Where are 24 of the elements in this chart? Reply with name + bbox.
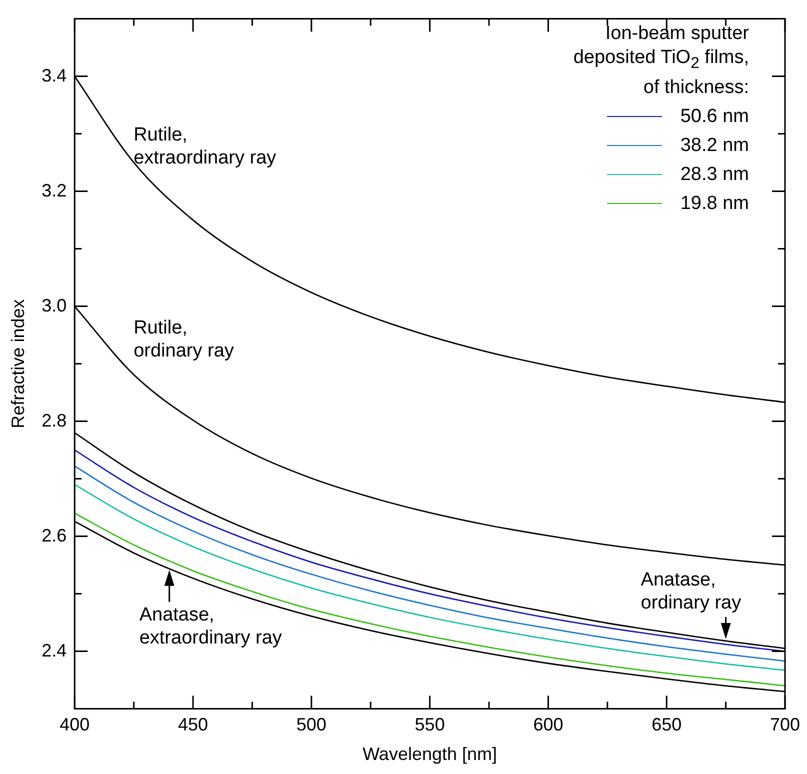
x-axis-title: Wavelength [nm] — [362, 744, 498, 764]
legend-label: 19.8 nm — [680, 192, 749, 216]
y-tick-label: 3.2 — [42, 180, 67, 200]
annotation: Rutile, ordinary ray — [134, 318, 234, 362]
x-tick-label: 650 — [652, 714, 682, 735]
legend-label: 28.3 nm — [680, 162, 749, 187]
legend-label: 50.6 nm — [680, 104, 749, 129]
annotation: Rutile, extraordinary ray — [134, 124, 277, 168]
x-tick-label: 450 — [178, 714, 208, 735]
y-tick-label: 3.4 — [42, 65, 67, 86]
y-tick-label: 2.6 — [42, 525, 67, 546]
y-tick-label: 3.0 — [42, 295, 67, 316]
y-tick-label: 2.4 — [42, 640, 67, 660]
x-tick-label: 550 — [414, 714, 445, 735]
legend-title: Ion-beam sputter deposited TiO$_{2}$ films, of thickness: — [572, 22, 749, 100]
annotation: Anatase, extraordinary ray — [139, 604, 282, 649]
x-tick-label: 400 — [60, 714, 90, 735]
legend-label: 38.2 nm — [680, 134, 749, 158]
x-tick-label: 600 — [533, 714, 564, 735]
x-tick-label: 500 — [296, 714, 326, 735]
annotation: Anatase, ordinary ray — [640, 570, 742, 614]
y-axis-title: Refractive index — [8, 299, 28, 428]
x-tick-label: 700 — [770, 714, 800, 735]
y-tick-label: 2.8 — [42, 410, 67, 430]
